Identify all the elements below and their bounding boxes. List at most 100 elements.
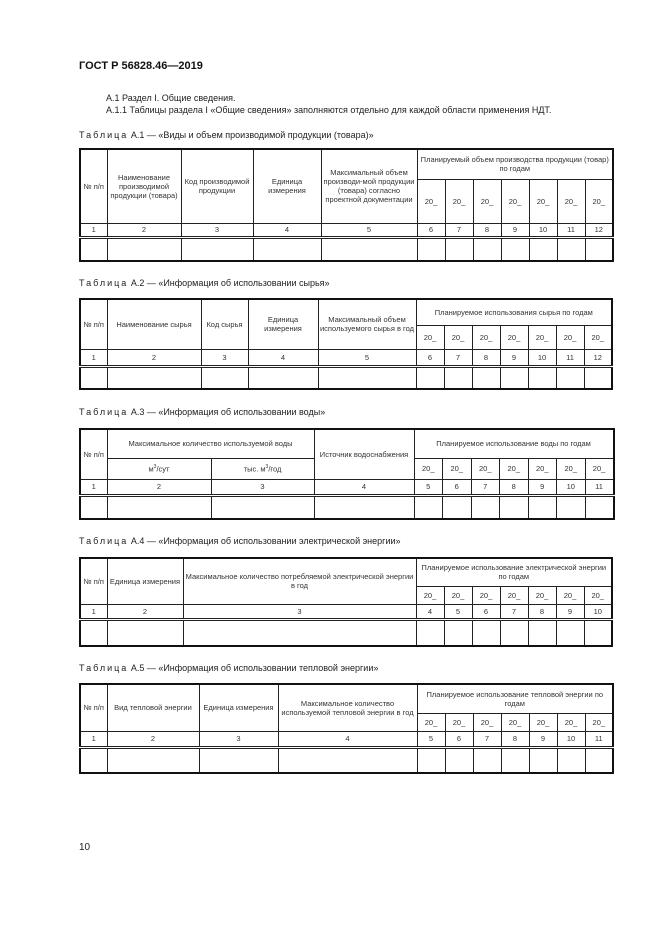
empty-data-cell[interactable]	[584, 745, 614, 774]
empty-data-cell[interactable]	[528, 235, 558, 262]
empty-data-cell[interactable]	[443, 617, 473, 647]
empty-data-cell[interactable]	[556, 493, 586, 520]
empty-data-cell[interactable]	[79, 493, 108, 520]
table-a1-caption: Таблица А.1 — «Виды и объем производимой…	[79, 130, 374, 140]
header-cell: Планируемый объем производства продукции…	[416, 148, 614, 180]
empty-data-cell[interactable]	[317, 364, 417, 390]
header-cell: Максимальное количество используемой вод…	[106, 428, 315, 459]
caption-text: А.2 — «Информация об использовании сырья…	[130, 278, 330, 288]
empty-data-cell[interactable]	[499, 364, 529, 390]
year-header-cell: 20_	[527, 585, 557, 605]
year-header-cell: 20_	[472, 178, 502, 224]
empty-data-cell[interactable]	[79, 617, 108, 647]
empty-data-cell[interactable]	[106, 235, 182, 262]
empty-data-cell[interactable]	[499, 617, 529, 647]
column-number-cell: 7	[444, 222, 474, 238]
year-header-cell: 20_	[415, 585, 445, 605]
caption-word: Таблица	[79, 536, 129, 546]
header-cell: Планируемое использование электрической …	[415, 557, 613, 587]
empty-data-cell[interactable]	[106, 364, 202, 390]
empty-data-cell[interactable]	[527, 493, 558, 520]
column-number-cell: 4	[313, 478, 415, 496]
empty-data-cell[interactable]	[247, 364, 319, 390]
empty-data-cell[interactable]	[320, 235, 418, 262]
empty-data-cell[interactable]	[416, 745, 446, 774]
year-header-cell: 20_	[556, 178, 586, 224]
empty-data-cell[interactable]	[106, 617, 184, 647]
empty-data-cell[interactable]	[583, 364, 613, 390]
empty-data-cell[interactable]	[79, 364, 108, 390]
section-paragraph: А.1.1 Таблицы раздела I «Общие сведения»…	[106, 105, 552, 115]
year-header-cell: 20_	[583, 324, 613, 350]
header-cell: Максимальное количество потребляемой эле…	[182, 557, 417, 605]
unit-text: /год	[268, 464, 282, 474]
column-number-cell: 10	[583, 603, 613, 620]
empty-data-cell[interactable]	[584, 493, 615, 520]
empty-data-cell[interactable]	[471, 364, 501, 390]
empty-data-cell[interactable]	[527, 617, 557, 647]
table-a5-caption: Таблица А.5 — «Информация об использован…	[79, 663, 378, 673]
year-header-cell: 20_	[470, 457, 501, 480]
empty-data-cell[interactable]	[415, 364, 445, 390]
empty-data-cell[interactable]	[210, 493, 315, 520]
empty-data-cell[interactable]	[500, 235, 530, 262]
empty-data-cell[interactable]	[415, 617, 445, 647]
unit-text: м	[148, 464, 154, 474]
empty-data-cell[interactable]	[79, 745, 108, 774]
empty-data-cell[interactable]	[79, 235, 108, 262]
column-number-cell: 9	[500, 222, 530, 238]
column-number-cell: 9	[528, 730, 558, 748]
empty-data-cell[interactable]	[413, 493, 444, 520]
empty-data-cell[interactable]	[472, 745, 502, 774]
empty-data-cell[interactable]	[277, 745, 418, 774]
empty-data-cell[interactable]	[584, 235, 614, 262]
column-number-cell: 2	[106, 730, 200, 748]
empty-data-cell[interactable]	[500, 745, 530, 774]
column-number-cell: 3	[210, 478, 315, 496]
empty-data-cell[interactable]	[444, 745, 474, 774]
empty-data-cell[interactable]	[528, 745, 558, 774]
empty-data-cell[interactable]	[556, 745, 586, 774]
column-number-cell: 3	[182, 603, 417, 620]
unit-sup: 3	[153, 463, 157, 470]
column-number-cell: 4	[252, 222, 322, 238]
empty-data-cell[interactable]	[442, 493, 472, 520]
empty-data-cell[interactable]	[470, 493, 501, 520]
empty-data-cell[interactable]	[499, 493, 529, 520]
empty-data-cell[interactable]	[200, 364, 249, 390]
empty-data-cell[interactable]	[472, 235, 502, 262]
caption-word: Таблица	[79, 130, 129, 140]
empty-data-cell[interactable]	[313, 493, 415, 520]
empty-data-cell[interactable]	[416, 235, 446, 262]
empty-data-cell[interactable]	[198, 745, 279, 774]
header-cell: Наименование сырья	[106, 298, 202, 350]
column-number-cell: 1	[79, 603, 108, 620]
empty-data-cell[interactable]	[555, 617, 585, 647]
column-number-cell: 8	[527, 603, 557, 620]
column-number-cell: 6	[416, 222, 446, 238]
empty-data-cell[interactable]	[106, 745, 200, 774]
year-header-cell: 20_	[416, 178, 446, 224]
unit-header-m3-per-day: м3/сут	[106, 457, 212, 480]
empty-data-cell[interactable]	[583, 617, 613, 647]
column-number-cell: 3	[198, 730, 279, 748]
caption-word: Таблица	[79, 278, 129, 288]
table-a4-caption: Таблица А.4 — «Информация об использован…	[79, 536, 401, 546]
header-cell: № п/п	[79, 148, 108, 224]
header-cell: Источник водоснабжения	[313, 428, 415, 480]
column-number-cell: 7	[443, 348, 473, 367]
empty-data-cell[interactable]	[444, 235, 474, 262]
empty-data-cell[interactable]	[556, 235, 586, 262]
unit-text: тыс. м	[243, 464, 266, 474]
empty-data-cell[interactable]	[555, 364, 585, 390]
empty-data-cell[interactable]	[180, 235, 254, 262]
empty-data-cell[interactable]	[106, 493, 212, 520]
empty-data-cell[interactable]	[527, 364, 557, 390]
empty-data-cell[interactable]	[443, 364, 473, 390]
column-number-cell: 1	[79, 478, 108, 496]
column-number-cell: 5	[443, 603, 473, 620]
empty-data-cell[interactable]	[182, 617, 417, 647]
empty-data-cell[interactable]	[471, 617, 501, 647]
empty-data-cell[interactable]	[252, 235, 322, 262]
column-number-cell: 11	[584, 478, 615, 496]
